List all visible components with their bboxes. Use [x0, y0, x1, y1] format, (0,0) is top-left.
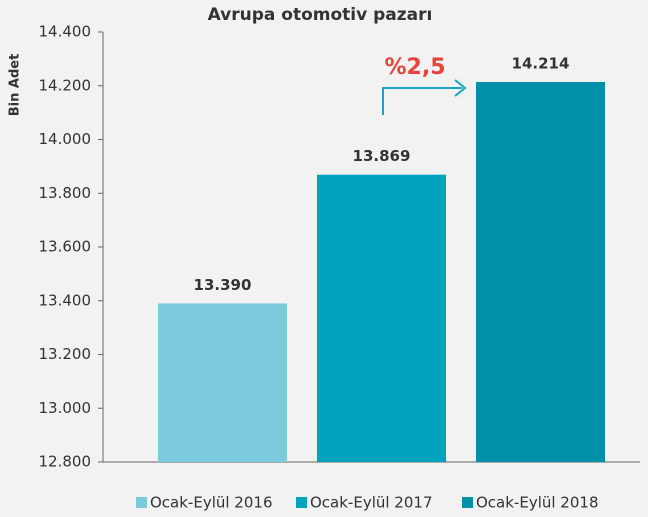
annotation: %2,5 [384, 55, 445, 80]
bar [158, 303, 287, 462]
arrow-head [454, 79, 467, 97]
y-tick-label: 14.200 [39, 76, 92, 94]
legend-label: Ocak-Eylül 2017 [310, 494, 432, 512]
y-tick-label: 13.800 [39, 184, 92, 202]
y-tick-label: 13.600 [39, 238, 92, 256]
bar [317, 174, 446, 463]
arrow [382, 87, 462, 115]
y-tick-label: 13.000 [39, 399, 92, 417]
legend-swatch [296, 497, 307, 508]
legend-label: Ocak-Eylül 2018 [476, 494, 598, 512]
y-tick-label: 14.400 [39, 23, 92, 41]
y-tick-label: 13.200 [39, 345, 92, 363]
y-axis-label: Bin Adet [8, 54, 23, 117]
legend-label: Ocak-Eylül 2016 [150, 494, 272, 512]
legend-swatch [136, 497, 147, 508]
value-label: 14.214 [512, 54, 570, 72]
bar [476, 81, 605, 463]
y-tick-label: 14.000 [39, 130, 92, 148]
value-label: 13.869 [353, 147, 411, 165]
value-label: 13.390 [194, 276, 252, 294]
chart-title: Avrupa otomotiv pazarı [208, 5, 433, 25]
y-tick-label: 13.400 [39, 291, 92, 309]
legend-swatch [462, 497, 473, 508]
y-tick-label: 12.800 [39, 453, 92, 471]
